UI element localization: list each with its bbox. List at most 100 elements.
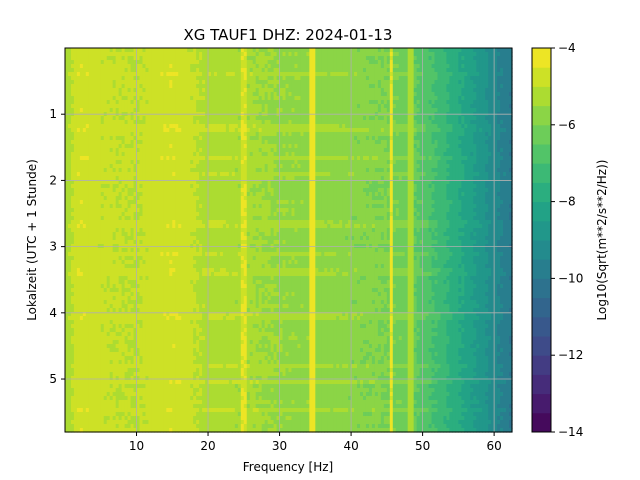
heatmap-cell bbox=[407, 100, 412, 105]
heatmap-cell bbox=[145, 164, 150, 169]
heatmap-cell bbox=[261, 156, 266, 161]
heatmap-cell bbox=[127, 180, 132, 185]
heatmap-cell bbox=[279, 48, 284, 53]
heatmap-cell bbox=[97, 140, 102, 145]
heatmap-cell bbox=[79, 88, 84, 93]
heatmap-cell bbox=[312, 48, 316, 53]
heatmap-cell bbox=[422, 168, 427, 173]
heatmap-cell bbox=[368, 96, 373, 101]
heatmap-cell bbox=[100, 52, 105, 57]
heatmap-cell bbox=[67, 132, 72, 137]
heatmap-cell bbox=[199, 72, 203, 77]
heatmap-cell bbox=[208, 104, 212, 109]
heatmap-cell bbox=[315, 100, 319, 105]
heatmap-cell bbox=[193, 68, 197, 73]
heatmap-cell bbox=[222, 60, 227, 65]
heatmap-cell bbox=[136, 108, 141, 113]
heatmap-cell bbox=[264, 52, 269, 57]
heatmap-cell bbox=[231, 144, 236, 149]
heatmap-cell bbox=[190, 80, 194, 85]
heatmap-cell bbox=[246, 64, 251, 69]
heatmap-cell bbox=[386, 80, 391, 85]
heatmap-cell bbox=[151, 104, 155, 109]
heatmap-cell bbox=[494, 104, 498, 109]
heatmap-cell bbox=[294, 132, 299, 137]
heatmap-cell bbox=[237, 136, 242, 141]
heatmap-cell bbox=[422, 120, 427, 125]
heatmap-cell bbox=[333, 100, 337, 105]
heatmap-cell bbox=[380, 48, 385, 53]
heatmap-cell bbox=[300, 84, 304, 89]
heatmap-cell bbox=[404, 128, 409, 133]
heatmap-cell bbox=[461, 120, 465, 125]
heatmap-cell bbox=[285, 92, 290, 97]
heatmap-cell bbox=[261, 72, 266, 77]
heatmap-cell bbox=[485, 76, 489, 81]
heatmap-cell bbox=[163, 64, 167, 69]
heatmap-cell bbox=[374, 128, 379, 133]
heatmap-cell bbox=[112, 68, 117, 73]
heatmap-cell bbox=[386, 144, 391, 149]
heatmap-cell bbox=[306, 164, 310, 169]
heatmap-cell bbox=[509, 80, 513, 85]
heatmap-cell bbox=[365, 60, 370, 65]
heatmap-cell bbox=[148, 116, 153, 121]
heatmap-cell bbox=[145, 160, 150, 165]
heatmap-cell bbox=[401, 144, 406, 149]
heatmap-cell bbox=[479, 168, 483, 173]
heatmap-cell bbox=[443, 76, 448, 81]
heatmap-cell bbox=[360, 164, 364, 169]
heatmap-cell bbox=[443, 140, 448, 145]
heatmap-cell bbox=[199, 80, 203, 85]
heatmap-cell bbox=[437, 56, 442, 61]
heatmap-cell bbox=[181, 176, 185, 181]
heatmap-cell bbox=[452, 56, 456, 61]
heatmap-cell bbox=[365, 104, 370, 109]
heatmap-cell bbox=[419, 156, 424, 161]
heatmap-cell bbox=[67, 48, 72, 53]
heatmap-cell bbox=[255, 172, 260, 177]
heatmap-cell bbox=[509, 160, 513, 165]
heatmap-cell bbox=[184, 68, 188, 73]
heatmap-cell bbox=[145, 156, 150, 161]
heatmap-cell bbox=[470, 68, 474, 73]
heatmap-cell bbox=[199, 180, 203, 185]
heatmap-cell bbox=[413, 64, 418, 69]
heatmap-cell bbox=[178, 124, 182, 129]
heatmap-cell bbox=[398, 52, 403, 57]
heatmap-cell bbox=[267, 64, 272, 69]
heatmap-cell bbox=[187, 156, 191, 161]
heatmap-cell bbox=[246, 100, 251, 105]
heatmap-cell bbox=[70, 116, 75, 121]
heatmap-cell bbox=[187, 120, 191, 125]
heatmap-cell bbox=[360, 48, 364, 53]
heatmap-cell bbox=[288, 120, 293, 125]
heatmap-cell bbox=[297, 68, 302, 73]
heatmap-cell bbox=[67, 128, 72, 133]
heatmap-cell bbox=[321, 72, 325, 77]
heatmap-cell bbox=[398, 164, 403, 169]
heatmap-cell bbox=[79, 76, 84, 81]
heatmap-cell bbox=[187, 76, 191, 81]
heatmap-cell bbox=[255, 88, 260, 93]
heatmap-cell bbox=[151, 160, 155, 165]
heatmap-cell bbox=[354, 60, 358, 65]
heatmap-cell bbox=[389, 92, 394, 97]
heatmap-cell bbox=[199, 48, 203, 53]
heatmap-cell bbox=[118, 76, 123, 81]
heatmap-cell bbox=[404, 100, 409, 105]
heatmap-cell bbox=[357, 172, 361, 177]
heatmap-cell bbox=[211, 60, 215, 65]
heatmap-cell bbox=[383, 132, 388, 137]
heatmap-cell bbox=[112, 108, 117, 113]
heatmap-cell bbox=[482, 176, 486, 181]
heatmap-cell bbox=[392, 52, 397, 57]
heatmap-cell bbox=[76, 180, 81, 185]
heatmap-cell bbox=[297, 152, 302, 157]
heatmap-cell bbox=[434, 176, 439, 181]
heatmap-cell bbox=[231, 124, 236, 129]
heatmap-cell bbox=[79, 136, 84, 141]
heatmap-cell bbox=[374, 92, 379, 97]
heatmap-cell bbox=[252, 68, 257, 73]
heatmap-cell bbox=[270, 68, 275, 73]
